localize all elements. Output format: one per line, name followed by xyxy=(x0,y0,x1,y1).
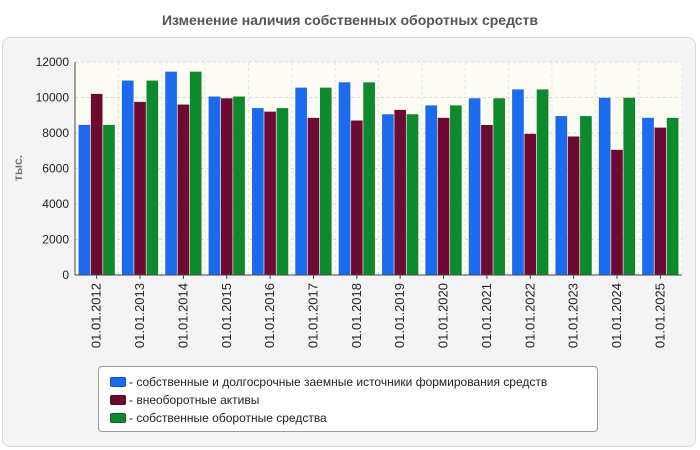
bar xyxy=(295,87,308,276)
x-tick-label: 01.01.2019 xyxy=(392,283,407,348)
bar xyxy=(338,82,351,276)
bar xyxy=(666,117,679,276)
x-tick-label: 01.01.2016 xyxy=(262,283,277,348)
bar xyxy=(610,149,623,276)
bar xyxy=(102,124,115,276)
bar xyxy=(654,127,667,276)
bar xyxy=(567,136,580,276)
x-tick-label: 01.01.2025 xyxy=(652,283,667,348)
bar xyxy=(381,114,394,276)
y-axis-label: тыс. xyxy=(11,155,25,181)
bar xyxy=(165,71,178,276)
bar xyxy=(177,104,190,276)
bar xyxy=(350,120,363,276)
bar xyxy=(220,98,233,276)
bar xyxy=(189,71,202,276)
legend-label-working-capital: - собственные оборотные средства xyxy=(129,411,327,425)
chart-title: Изменение наличия собственных оборотных … xyxy=(161,12,539,28)
x-tick-label: 01.01.2013 xyxy=(132,283,147,348)
bar xyxy=(319,87,332,276)
legend-item-sources[interactable]: - собственные и долгосрочные заемные ист… xyxy=(99,373,597,391)
y-tick-label: 0 xyxy=(62,268,69,282)
y-tick-label: 8000 xyxy=(42,126,69,140)
legend-label-noncurrent-assets: - внеоборотные активы xyxy=(129,393,260,407)
bar xyxy=(449,105,462,276)
bar xyxy=(233,96,246,276)
legend-label-sources: - собственные и долгосрочные заемные ист… xyxy=(129,375,548,389)
x-tick-label: 01.01.2020 xyxy=(436,283,451,348)
bar xyxy=(493,98,506,276)
bar xyxy=(555,115,568,276)
x-tick-label: 01.01.2022 xyxy=(522,283,537,348)
bar xyxy=(536,89,549,276)
x-tick-label: 01.01.2023 xyxy=(566,283,581,348)
bar xyxy=(251,107,264,276)
bar xyxy=(363,82,376,276)
bar xyxy=(276,107,289,276)
bar xyxy=(642,117,655,276)
bar xyxy=(90,93,103,276)
bar xyxy=(437,117,450,276)
bar xyxy=(511,89,524,276)
bar xyxy=(134,101,147,276)
y-tick-label: 12000 xyxy=(36,55,70,69)
bar xyxy=(468,98,481,276)
x-tick-label: 01.01.2018 xyxy=(349,283,364,348)
legend-swatch-working-capital xyxy=(110,413,126,423)
x-tick-label: 01.01.2024 xyxy=(609,283,624,348)
y-tick-label: 2000 xyxy=(42,233,69,247)
bar xyxy=(121,80,134,276)
bar xyxy=(623,97,636,276)
bar xyxy=(524,133,537,276)
bar-chart: 0 2000 4000 6000 8000 10000 12000 01.01.2012 01.… xyxy=(11,55,683,348)
x-tick-label: 01.01.2017 xyxy=(305,283,320,348)
y-tick-label: 10000 xyxy=(36,91,70,105)
bar xyxy=(425,105,438,276)
bar xyxy=(78,124,91,276)
legend-item-working-capital[interactable]: - собственные оборотные средства xyxy=(99,409,597,427)
legend-swatch-noncurrent-assets xyxy=(110,395,126,405)
x-tick-label: 01.01.2014 xyxy=(175,283,190,348)
bar xyxy=(579,115,592,276)
bar xyxy=(208,96,221,276)
bar xyxy=(480,124,493,276)
bar xyxy=(406,114,419,276)
y-tick-label: 6000 xyxy=(42,162,69,176)
bar xyxy=(598,97,611,276)
legend-item-noncurrent-assets[interactable]: - внеоборотные активы xyxy=(99,391,597,409)
x-tick-label: 01.01.2012 xyxy=(89,283,104,348)
bar xyxy=(146,80,159,276)
chart-legend: - собственные и долгосрочные заемные ист… xyxy=(98,366,598,432)
bar xyxy=(264,111,277,276)
legend-swatch-sources xyxy=(110,377,126,387)
bar xyxy=(307,117,320,276)
x-tick-label: 01.01.2021 xyxy=(479,283,494,348)
bar xyxy=(394,109,407,276)
y-tick-label: 4000 xyxy=(42,197,69,211)
x-tick-label: 01.01.2015 xyxy=(219,283,234,348)
